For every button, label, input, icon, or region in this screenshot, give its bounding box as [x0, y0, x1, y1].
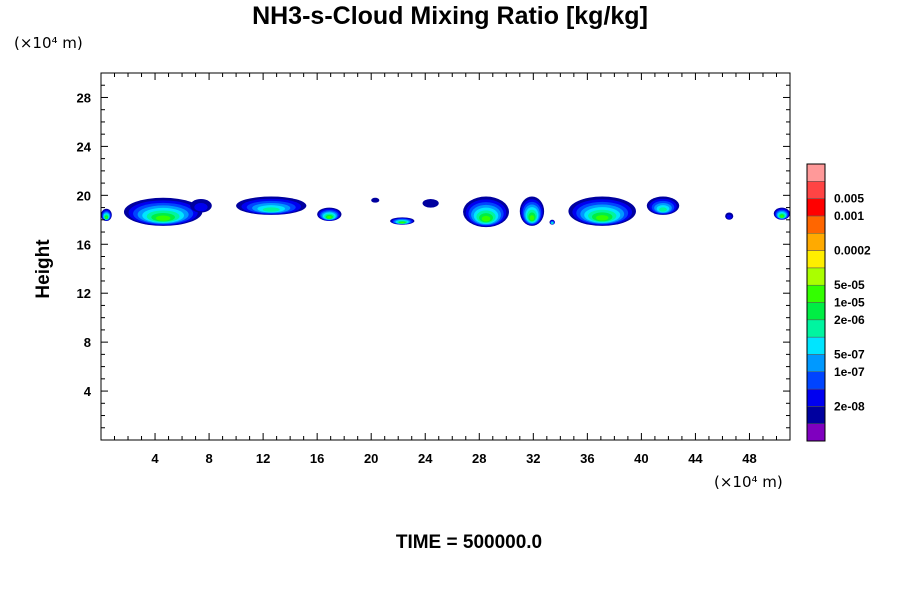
cloud-12: [646, 196, 680, 215]
colorbar-swatch-3: [806, 371, 826, 390]
y-tick-label-12: 12: [77, 286, 91, 301]
cloud-0: [101, 208, 112, 222]
colorbar-label-13: 0.005: [834, 192, 864, 206]
y-tick-label-24: 24: [77, 139, 92, 154]
x-tick-label-32: 32: [526, 451, 540, 466]
cloud-8: [463, 196, 509, 228]
cloud-10-layer-6: [551, 222, 554, 224]
x-tick-label-4: 4: [151, 451, 159, 466]
y-tick-label-28: 28: [77, 90, 91, 105]
x-axis-unit: (×10⁴ m): [714, 473, 783, 491]
cloud-9-layer-8: [529, 215, 535, 221]
colorbar-swatch-15: [806, 163, 826, 182]
colorbar-swatch-0: [806, 423, 826, 442]
colorbar-swatch-12: [806, 215, 826, 234]
colorbar-swatch-10: [806, 250, 826, 269]
cloud-13-layer-2: [726, 214, 732, 220]
x-tick-label-44: 44: [688, 451, 703, 466]
cloud-5-layer-1: [371, 197, 380, 203]
colorbar-label-1: 2e-08: [834, 399, 865, 413]
colorbar-swatch-2: [806, 388, 826, 407]
colorbar-swatch-4: [806, 354, 826, 372]
colorbar-swatch-9: [806, 267, 826, 286]
cloud-6-layer-8: [400, 221, 405, 224]
cloud-1-layer-8: [155, 215, 171, 221]
cloud-5: [371, 197, 380, 203]
cloud-3-layer-6: [262, 207, 280, 212]
cloud-12-layer-6: [659, 207, 667, 212]
colorbar-swatch-5: [806, 336, 826, 355]
cloud-6: [390, 217, 415, 225]
colorbar-label-6: 2e-06: [834, 313, 865, 327]
y-tick-label-16: 16: [77, 237, 91, 252]
colorbar-swatch-13: [806, 198, 826, 217]
cloud-2-layer-2: [194, 203, 208, 212]
x-tick-label-16: 16: [310, 451, 324, 466]
x-tick-label-12: 12: [256, 451, 270, 466]
cloud-field: [101, 196, 790, 228]
colorbar-swatch-14: [806, 181, 826, 199]
cloud-3: [236, 196, 307, 215]
cloud-11: [568, 196, 636, 226]
cloud-14-layer-8: [780, 215, 784, 218]
colorbar-swatch-1: [806, 406, 826, 424]
colorbar-label-8: 5e-05: [834, 278, 865, 292]
y-tick-label-4: 4: [84, 384, 92, 399]
cloud-4: [317, 207, 342, 222]
cloud-1: [123, 197, 203, 226]
colorbar-swatch-7: [806, 302, 826, 321]
colorbar-label-12: 0.001: [834, 209, 864, 223]
y-axis-unit: (×10⁴ m): [14, 34, 83, 52]
colorbar-label-7: 1e-05: [834, 296, 865, 310]
x-tick-label-24: 24: [418, 451, 433, 466]
colorbar-label-4: 5e-07: [834, 347, 865, 361]
x-tick-label-20: 20: [364, 451, 378, 466]
colorbar-frame: [806, 163, 826, 442]
cloud-11-layer-8: [595, 215, 609, 221]
x-tick-label-36: 36: [580, 451, 594, 466]
cloud-10: [549, 219, 555, 225]
cloud-13: [725, 212, 734, 220]
cloud-14: [773, 207, 790, 220]
cloud-2: [190, 199, 212, 213]
cloud-0-layer-8: [105, 216, 108, 219]
cloud-4-layer-8: [327, 216, 332, 219]
cloud-9: [519, 196, 545, 226]
x-tick-label-8: 8: [205, 451, 212, 466]
chart-title: NH3-s-Cloud Mixing Ratio [kg/kg]: [252, 2, 648, 30]
x-tick-label-28: 28: [472, 451, 486, 466]
colorbar-label-10: 0.0002: [834, 244, 871, 258]
cloud-7: [422, 199, 439, 208]
x-tick-label-40: 40: [634, 451, 648, 466]
colorbar-swatch-6: [806, 319, 826, 338]
cloud-8-layer-8: [481, 215, 491, 222]
plot-frame: [100, 72, 791, 441]
time-label: TIME = 500000.0: [395, 532, 543, 553]
colorbar-label-3: 1e-07: [834, 365, 865, 379]
y-tick-label-20: 20: [77, 188, 91, 203]
colorbar: 2e-08 1e-07 5e-07 2e-06 1e-05 5e-05 0.0002 0.00…: [806, 163, 871, 442]
colorbar-swatch-8: [806, 284, 826, 303]
colorbar-swatch-11: [806, 233, 826, 251]
x-tick-label-48: 48: [742, 451, 756, 466]
y-tick-label-8: 8: [84, 335, 91, 350]
cloud-7-layer-1: [422, 199, 439, 208]
